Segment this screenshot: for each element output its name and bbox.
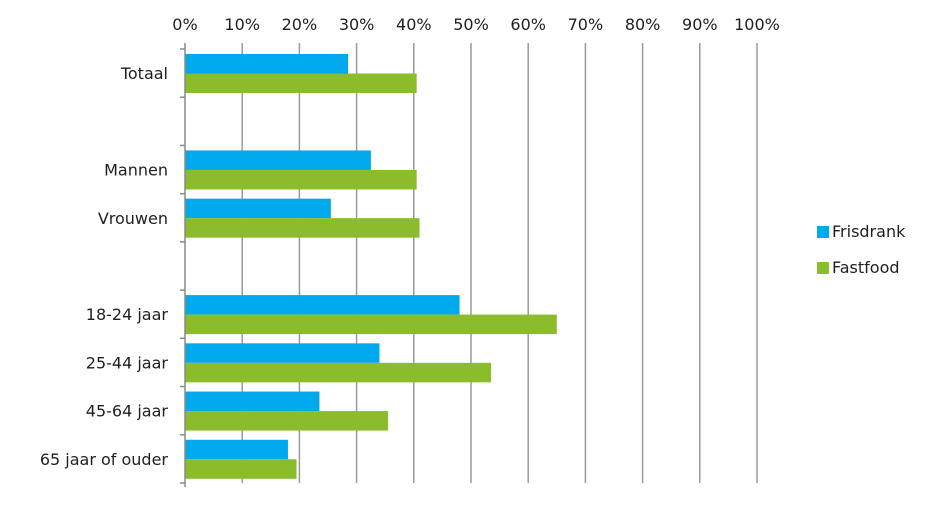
bar-frisdrank-vrouwen xyxy=(185,198,331,219)
category-label: 45-64 jaar xyxy=(86,402,169,421)
category-labels: Totaal Mannen Vrouwen 18-24 jaar 25-44 jaar 4… xyxy=(40,64,169,469)
x-tick-label: 40% xyxy=(396,15,432,34)
x-tick-labels: 0% 10% 20% 30% 40% 50% 60% 70% 80% 90% 100% xyxy=(172,15,780,34)
x-tick-label: 20% xyxy=(282,15,318,34)
bar-fastfood-45-64-jaar xyxy=(185,411,389,431)
bar-fastfood-totaal xyxy=(185,73,417,93)
legend-label-frisdrank: Frisdrank xyxy=(832,222,906,241)
category-label: Mannen xyxy=(104,161,168,180)
category-label: Vrouwen xyxy=(98,209,168,228)
category-label: 18-24 jaar xyxy=(86,305,169,324)
bar-frisdrank-mannen xyxy=(185,150,371,170)
x-tick-label: 50% xyxy=(453,15,489,34)
legend: Frisdrank Fastfood xyxy=(817,222,906,277)
category-label: 25-44 jaar xyxy=(86,353,169,372)
bar-fastfood-vrouwen xyxy=(185,218,420,238)
bar-frisdrank-18-24-jaar xyxy=(185,295,460,315)
x-tick-label: 80% xyxy=(625,15,661,34)
category-label: 65 jaar of ouder xyxy=(40,450,169,469)
legend-swatch-fastfood xyxy=(817,262,829,274)
x-tick-label: 90% xyxy=(682,15,718,34)
x-tick-label: 100% xyxy=(734,15,780,34)
x-tick-label: 0% xyxy=(172,15,197,34)
bar-frisdrank-45-64-jaar xyxy=(185,391,320,412)
gridlines xyxy=(241,43,758,483)
bar-fastfood-mannen xyxy=(185,169,417,190)
axes xyxy=(180,43,186,487)
bar-fastfood-65-jaar-of-ouder xyxy=(185,459,297,479)
bar-frisdrank-65-jaar-of-ouder xyxy=(185,439,288,460)
x-tick-label: 10% xyxy=(224,15,260,34)
bars xyxy=(185,54,557,479)
legend-label-fastfood: Fastfood xyxy=(832,258,900,277)
x-tick-label: 70% xyxy=(568,15,604,34)
bar-frisdrank-totaal xyxy=(185,54,349,74)
x-tick-label: 60% xyxy=(510,15,546,34)
bar-fastfood-25-44-jaar xyxy=(185,362,492,383)
category-label: Totaal xyxy=(120,64,168,83)
legend-swatch-frisdrank xyxy=(817,226,829,238)
x-tick-label: 30% xyxy=(339,15,375,34)
bar-fastfood-18-24-jaar xyxy=(185,314,557,335)
bar-frisdrank-25-44-jaar xyxy=(185,343,380,363)
